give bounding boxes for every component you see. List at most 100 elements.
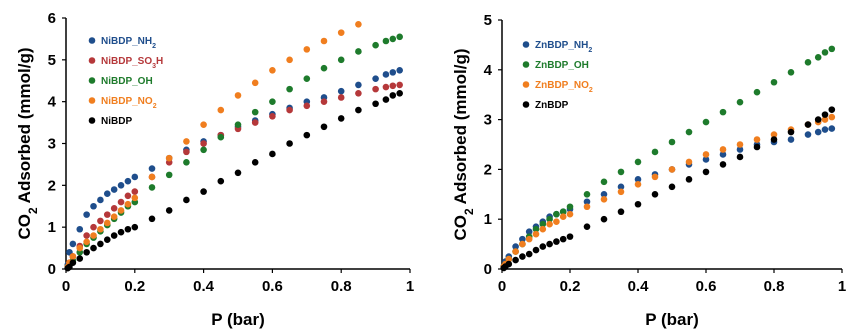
- data-point: [770, 131, 778, 138]
- data-point: [617, 208, 625, 216]
- data-point: [814, 116, 822, 123]
- data-point: [634, 181, 642, 188]
- data-point: [97, 225, 104, 233]
- data-point: [719, 151, 727, 158]
- data-point: [372, 85, 379, 93]
- data-point: [110, 205, 118, 212]
- legend-label: NiBDP_SO3H: [101, 56, 163, 70]
- data-point: [617, 183, 625, 191]
- data-point: [90, 202, 97, 210]
- data-point: [600, 195, 608, 203]
- legend-label: ZnBDP_NH2: [535, 40, 592, 54]
- data-point: [559, 213, 567, 221]
- data-point: [234, 92, 242, 99]
- right-chart-panel: 0 1 2 3 4 5 0 0.2 0.4 0.6 0.8 1 P (bar) CO2 Adsorbed …: [451, 12, 846, 329]
- data-point: [124, 200, 132, 208]
- x-tick-label: 0.4: [193, 278, 215, 295]
- y-axis-title: CO2 Adsorbed (mmol/g): [15, 47, 40, 239]
- data-point: [382, 96, 390, 103]
- data-point: [525, 228, 533, 235]
- legend-marker: [88, 117, 96, 124]
- data-point: [103, 236, 111, 244]
- data-point: [828, 113, 836, 121]
- series-ZnBDP_NH2: [500, 125, 836, 270]
- data-point: [382, 37, 390, 45]
- data-point: [337, 29, 345, 36]
- data-point: [103, 219, 111, 227]
- data-point: [753, 88, 761, 96]
- data-point: [90, 244, 97, 252]
- data-point: [76, 255, 84, 262]
- data-point: [651, 173, 659, 181]
- legend-label: NiBDP: [101, 116, 132, 127]
- data-point: [736, 146, 744, 153]
- x-tick-label: 0.2: [124, 278, 145, 295]
- data-point: [124, 225, 132, 233]
- data-point: [131, 173, 139, 181]
- data-point: [804, 131, 812, 138]
- data-point: [251, 108, 259, 116]
- data-point: [519, 253, 526, 260]
- data-point: [396, 90, 403, 97]
- y-tick-label: 5: [48, 52, 56, 69]
- y-tick-label: 4: [484, 62, 493, 79]
- x-tick-label: 0: [62, 278, 70, 295]
- data-point: [546, 220, 553, 228]
- data-point: [821, 116, 829, 123]
- data-point: [200, 121, 207, 128]
- data-point: [736, 153, 744, 161]
- data-point: [183, 148, 190, 156]
- data-point: [804, 121, 812, 128]
- legend-label: NiBDP_NO2: [101, 96, 157, 110]
- data-point: [90, 232, 97, 239]
- data-point: [600, 215, 608, 223]
- y-tick-label: 6: [48, 10, 56, 27]
- data-point: [90, 223, 97, 231]
- legend-marker: [522, 101, 530, 108]
- data-point: [110, 213, 118, 221]
- data-point: [165, 154, 173, 162]
- data-point: [702, 156, 710, 163]
- data-point: [117, 228, 125, 236]
- data-point: [634, 200, 642, 208]
- data-point: [685, 128, 693, 136]
- data-point: [337, 87, 345, 95]
- data-point: [183, 159, 190, 166]
- data-point: [303, 102, 311, 110]
- data-point: [382, 83, 390, 91]
- data-point: [546, 215, 553, 223]
- data-point: [519, 240, 526, 248]
- x-axis-title: P (bar): [645, 310, 699, 329]
- data-point: [685, 158, 693, 166]
- data-point: [251, 159, 259, 166]
- data-point: [355, 90, 362, 97]
- data-point: [217, 177, 225, 185]
- data-point: [148, 165, 156, 172]
- data-point: [719, 108, 727, 116]
- data-point: [200, 140, 207, 147]
- y-tick-label: 5: [484, 12, 492, 29]
- data-point: [183, 196, 190, 204]
- data-point: [303, 131, 311, 139]
- data-point: [553, 210, 560, 218]
- data-point: [320, 123, 328, 131]
- data-point: [131, 188, 139, 195]
- data-point: [69, 253, 77, 260]
- data-point: [389, 35, 397, 43]
- data-point: [546, 240, 553, 248]
- data-point: [505, 255, 513, 263]
- legend-label: NiBDP_NH2: [101, 36, 156, 50]
- data-point: [753, 136, 761, 143]
- data-point: [269, 98, 276, 105]
- data-point: [828, 125, 836, 132]
- data-point: [702, 168, 710, 176]
- x-axis-title: P (bar): [211, 310, 265, 329]
- legend: NiBDP_NH2 NiBDP_SO3H NiBDP_OH NiBDP_NO2 NiBD…: [88, 36, 163, 127]
- data-point: [634, 158, 642, 166]
- y-tick-label: 3: [48, 136, 56, 153]
- data-point: [320, 64, 328, 72]
- data-point: [286, 140, 293, 147]
- legend-marker: [522, 61, 530, 68]
- y-tick-label: 0: [484, 261, 492, 278]
